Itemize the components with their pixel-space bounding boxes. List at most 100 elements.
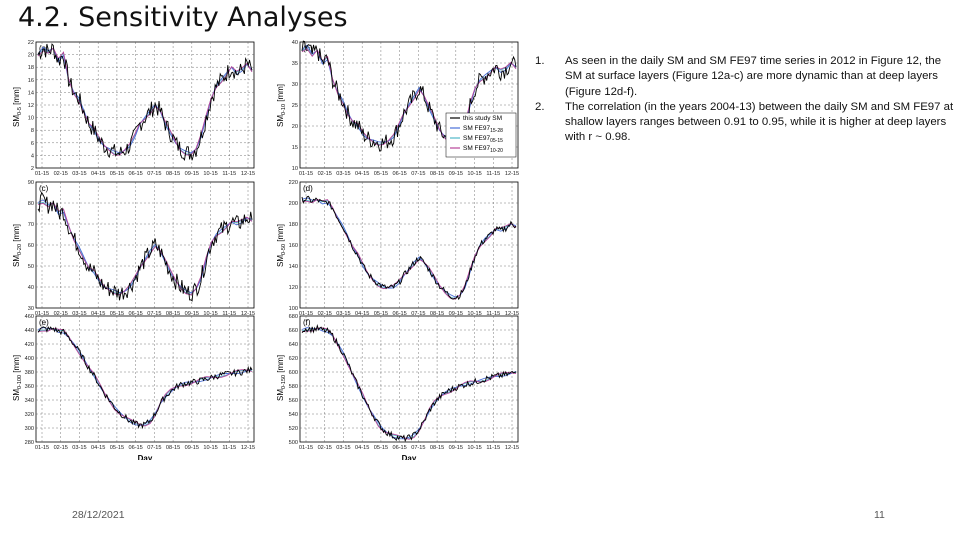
y-tick-label: 20 <box>292 124 298 130</box>
x-tick-label: 09-15 <box>185 171 199 177</box>
x-tick-label: 12-15 <box>241 311 255 317</box>
y-axis-label: SM0-50 [mm] <box>276 224 287 267</box>
bullet-text: As seen in the daily SM and SM FE97 time… <box>565 55 942 98</box>
y-tick-label: 10 <box>28 116 34 122</box>
x-tick-label: 10-15 <box>467 445 481 451</box>
x-tick-label: 09-15 <box>185 445 199 451</box>
x-tick-label: 10-15 <box>467 171 481 177</box>
y-tick-label: 620 <box>289 356 298 362</box>
x-tick-label: 07-15 <box>147 445 161 451</box>
x-tick-label: 02-15 <box>318 445 332 451</box>
x-axis-label: Day <box>402 454 417 460</box>
x-tick-label: 02-15 <box>318 171 332 177</box>
y-tick-label: 220 <box>289 180 298 186</box>
x-tick-label: 11-15 <box>486 171 500 177</box>
y-label-main: SM <box>276 115 285 127</box>
y-label-main: SM <box>276 389 285 401</box>
y-label-sub: 0-10 <box>281 104 287 115</box>
bullet-number: 2. <box>535 100 545 113</box>
series-line-this-study <box>301 195 517 301</box>
x-tick-label: 01-15 <box>35 445 49 451</box>
y-axis-label: SM0-5 [mm] <box>12 87 23 127</box>
bullet-item-2: 2. The correlation (in the years 2004-13… <box>535 100 955 146</box>
y-tick-label: 15 <box>292 145 298 151</box>
x-tick-label: 11-15 <box>486 311 500 317</box>
y-tick-label: 35 <box>292 61 298 67</box>
y-tick-label: 380 <box>25 370 34 376</box>
y-tick-label: 600 <box>289 370 298 376</box>
y-tick-label: 6 <box>31 141 34 147</box>
bullet-text: The correlation (in the years 2004-13) b… <box>565 100 954 144</box>
x-tick-label: 01-15 <box>299 171 313 177</box>
x-tick-label: 12-15 <box>505 171 519 177</box>
y-tick-label: 40 <box>292 40 298 46</box>
x-tick-label: 08-15 <box>430 171 444 177</box>
y-tick-label: 14 <box>28 90 34 96</box>
x-tick-label: 09-15 <box>449 311 463 317</box>
legend-entry: SM FE9710-20 <box>463 145 503 154</box>
x-tick-label: 02-15 <box>54 311 68 317</box>
y-tick-label: 540 <box>289 412 298 418</box>
legend-entry: SM FE9715-28 <box>463 125 503 134</box>
y-label-sub: 0-20 <box>17 244 23 255</box>
x-tick-label: 11-15 <box>486 445 500 451</box>
bullet-number: 1. <box>535 55 545 67</box>
bullet-list: 1. As seen in the daily SM and SM FE97 t… <box>535 54 955 146</box>
x-tick-label: 12-15 <box>505 311 519 317</box>
x-tick-label: 03-15 <box>72 311 86 317</box>
y-tick-label: 30 <box>28 306 34 312</box>
x-tick-label: 12-15 <box>241 445 255 451</box>
x-tick-label: 01-15 <box>35 171 49 177</box>
x-tick-label: 05-15 <box>110 171 124 177</box>
y-label-unit: [mm] <box>12 355 21 375</box>
x-tick-label: 01-15 <box>35 311 49 317</box>
y-tick-label: 120 <box>289 285 298 291</box>
y-label-unit: [mm] <box>12 87 21 107</box>
x-tick-label: 03-15 <box>72 445 86 451</box>
x-tick-label: 05-15 <box>110 311 124 317</box>
legend-name: SM FE97 <box>463 125 490 132</box>
x-tick-label: 02-15 <box>54 171 68 177</box>
y-tick-label: 50 <box>28 264 34 270</box>
x-tick-label: 12-15 <box>505 445 519 451</box>
legend-name: SM FE97 <box>463 135 490 142</box>
x-tick-label: 03-15 <box>72 171 86 177</box>
x-tick-label: 07-15 <box>411 171 425 177</box>
panel-letter: (d) <box>303 184 313 193</box>
y-tick-label: 70 <box>28 222 34 228</box>
x-tick-label: 08-15 <box>430 445 444 451</box>
y-tick-label: 8 <box>31 128 34 134</box>
sensitivity-figure: 22 20 18 16 14 12 10 8 6 4 2 01-15 02-15 03-15 04-15 05… <box>10 38 530 460</box>
y-tick-label: 160 <box>289 243 298 249</box>
series-line-this-study <box>301 323 517 443</box>
y-label-main: SM <box>12 115 21 127</box>
x-tick-label: 04-15 <box>355 311 369 317</box>
y-axis-label: SM0-20 [mm] <box>12 224 23 267</box>
y-tick-label: 300 <box>25 426 34 432</box>
series-line-this-study <box>37 191 253 302</box>
x-tick-label: 06-15 <box>392 445 406 451</box>
legend-entry: this study SM <box>463 115 502 122</box>
y-tick-label: 90 <box>28 180 34 186</box>
series-line-fe97_10_20 <box>301 48 517 146</box>
x-tick-label: 04-15 <box>355 445 369 451</box>
y-tick-label: 20 <box>28 53 34 59</box>
slide-number: 11 <box>874 509 885 521</box>
y-label-unit: [mm] <box>276 355 285 375</box>
y-tick-label: 680 <box>289 314 298 320</box>
y-tick-label: 18 <box>28 65 34 71</box>
x-tick-label: 12-15 <box>241 171 255 177</box>
series-line-this-study <box>301 40 517 152</box>
y-tick-label: 2 <box>31 166 34 172</box>
y-tick-label: 4 <box>31 153 34 159</box>
y-tick-label: 12 <box>28 103 34 109</box>
y-tick-label: 460 <box>25 314 34 320</box>
y-axis-label: SM0-100 [mm] <box>12 355 23 401</box>
y-tick-label: 140 <box>289 264 298 270</box>
y-tick-label: 340 <box>25 398 34 404</box>
x-tick-label: 03-15 <box>336 311 350 317</box>
y-label-main: SM <box>276 255 285 267</box>
